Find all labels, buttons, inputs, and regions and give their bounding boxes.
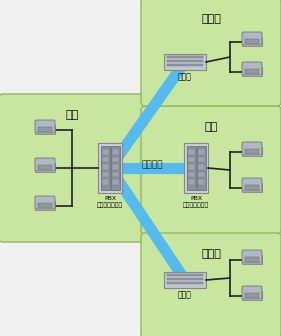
FancyBboxPatch shape: [188, 164, 195, 170]
FancyBboxPatch shape: [198, 172, 205, 177]
FancyBboxPatch shape: [242, 37, 262, 46]
FancyBboxPatch shape: [141, 233, 281, 336]
FancyBboxPatch shape: [38, 203, 52, 208]
FancyBboxPatch shape: [245, 69, 259, 74]
FancyBboxPatch shape: [242, 286, 262, 299]
Text: 主装置: 主装置: [178, 72, 192, 81]
FancyBboxPatch shape: [198, 164, 205, 170]
FancyBboxPatch shape: [167, 64, 203, 66]
FancyBboxPatch shape: [242, 147, 262, 156]
FancyBboxPatch shape: [242, 67, 262, 76]
FancyBboxPatch shape: [198, 179, 205, 185]
FancyBboxPatch shape: [0, 94, 145, 242]
FancyBboxPatch shape: [112, 149, 119, 155]
FancyBboxPatch shape: [35, 120, 55, 133]
FancyBboxPatch shape: [245, 185, 259, 190]
FancyBboxPatch shape: [38, 127, 52, 132]
FancyBboxPatch shape: [167, 60, 203, 62]
FancyBboxPatch shape: [112, 172, 119, 177]
FancyBboxPatch shape: [242, 32, 262, 45]
FancyBboxPatch shape: [242, 142, 262, 155]
FancyBboxPatch shape: [35, 196, 55, 209]
FancyBboxPatch shape: [242, 183, 262, 192]
FancyBboxPatch shape: [102, 172, 109, 177]
FancyBboxPatch shape: [111, 146, 120, 190]
FancyBboxPatch shape: [38, 165, 52, 170]
FancyBboxPatch shape: [197, 146, 206, 190]
FancyBboxPatch shape: [184, 143, 208, 193]
FancyBboxPatch shape: [242, 178, 262, 191]
FancyBboxPatch shape: [167, 56, 203, 58]
Text: 営業所: 営業所: [201, 14, 221, 24]
FancyBboxPatch shape: [245, 257, 259, 262]
Text: PBX
（構内交換機）: PBX （構内交換機）: [97, 196, 123, 208]
FancyBboxPatch shape: [245, 149, 259, 154]
FancyBboxPatch shape: [102, 164, 109, 170]
FancyBboxPatch shape: [141, 106, 281, 234]
Text: PBX
（構内交換機）: PBX （構内交換機）: [183, 196, 209, 208]
FancyBboxPatch shape: [198, 149, 205, 155]
FancyBboxPatch shape: [112, 179, 119, 185]
FancyBboxPatch shape: [245, 293, 259, 298]
FancyBboxPatch shape: [35, 163, 55, 172]
FancyBboxPatch shape: [167, 278, 203, 280]
FancyBboxPatch shape: [164, 272, 206, 288]
FancyBboxPatch shape: [242, 250, 262, 263]
FancyBboxPatch shape: [164, 54, 206, 70]
FancyBboxPatch shape: [198, 157, 205, 162]
FancyBboxPatch shape: [187, 146, 196, 190]
FancyBboxPatch shape: [112, 157, 119, 162]
FancyBboxPatch shape: [245, 39, 259, 44]
FancyBboxPatch shape: [102, 149, 109, 155]
Text: 本社: 本社: [65, 110, 79, 120]
FancyBboxPatch shape: [98, 143, 122, 193]
FancyBboxPatch shape: [112, 164, 119, 170]
FancyBboxPatch shape: [188, 179, 195, 185]
FancyBboxPatch shape: [188, 149, 195, 155]
Text: 支店: 支店: [204, 122, 217, 132]
FancyBboxPatch shape: [167, 282, 203, 284]
FancyBboxPatch shape: [141, 0, 281, 106]
FancyBboxPatch shape: [101, 146, 110, 190]
FancyBboxPatch shape: [188, 172, 195, 177]
Text: 主装置: 主装置: [178, 290, 192, 299]
FancyBboxPatch shape: [102, 179, 109, 185]
FancyBboxPatch shape: [188, 157, 195, 162]
FancyBboxPatch shape: [35, 201, 55, 210]
Text: 営業所: 営業所: [201, 249, 221, 259]
FancyBboxPatch shape: [242, 291, 262, 300]
FancyBboxPatch shape: [35, 158, 55, 171]
FancyBboxPatch shape: [102, 157, 109, 162]
Text: 音声伝送: 音声伝送: [141, 160, 163, 169]
FancyBboxPatch shape: [167, 274, 203, 276]
FancyBboxPatch shape: [35, 125, 55, 134]
FancyBboxPatch shape: [242, 255, 262, 264]
FancyBboxPatch shape: [242, 62, 262, 75]
